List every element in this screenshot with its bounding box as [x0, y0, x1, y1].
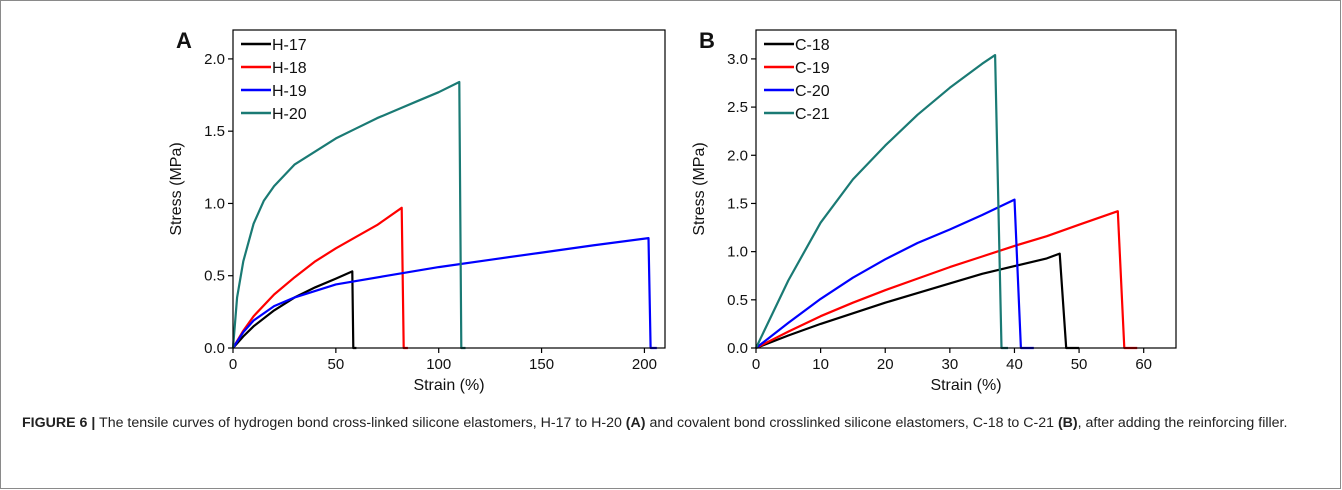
- panel-b: 0 10 20 30 40 50 60 0.0 0.5 1.0 1.5 2.0 2.5 3.0 Strain…: [691, 28, 1177, 394]
- x-tick-label: 0: [229, 356, 237, 373]
- y-tick-label: 0.5: [727, 292, 748, 309]
- y-tick-label: 1.0: [204, 195, 225, 212]
- y-axis-label: Stress (MPa): [168, 142, 185, 235]
- figure-caption: FIGURE 6 | The tensile curves of hydroge…: [22, 412, 1317, 435]
- x-axis-label: Strain (%): [930, 377, 1001, 394]
- series-line-h-17: [232, 270, 357, 350]
- x-tick-label: 50: [328, 356, 345, 373]
- y-tick-label: 0.0: [727, 340, 748, 357]
- legend-label-c-18: C-18: [795, 37, 830, 54]
- caption-text-2: and covalent bond crosslinked silicone e…: [645, 415, 1058, 431]
- legend-label-h-19: H-19: [272, 83, 307, 100]
- x-axis-label: Strain (%): [413, 377, 484, 394]
- y-tick-label: 2.0: [204, 51, 225, 68]
- series-line-h-20: [231, 80, 466, 350]
- y-tick-label: 1.5: [727, 195, 748, 212]
- x-tick-label: 10: [812, 356, 829, 373]
- y-tick-label: 3.0: [727, 51, 748, 68]
- series-line-h-19: [232, 237, 657, 350]
- series-line-c-21: [755, 53, 1008, 350]
- plot-frame: [755, 29, 1177, 349]
- y-tick-label: 0.0: [204, 340, 225, 357]
- x-tick-label: 50: [1071, 356, 1088, 373]
- caption-text-1: The tensile curves of hydrogen bond cros…: [95, 415, 626, 431]
- caption-ref-b: (B): [1057, 415, 1078, 431]
- y-tick-label: 2.5: [727, 99, 748, 116]
- y-tick-label: 1.0: [727, 244, 748, 261]
- legend-label-c-19: C-19: [795, 60, 830, 77]
- legend-label-c-21: C-21: [795, 106, 830, 123]
- legend-label-c-20: C-20: [795, 83, 830, 100]
- caption-ref-a: (A): [625, 415, 646, 431]
- series-line-h-18: [232, 206, 408, 350]
- panel-label-a: A: [176, 28, 192, 53]
- series-line-c-19: [755, 210, 1138, 350]
- x-tick-label: 150: [529, 356, 554, 373]
- legend-label-h-18: H-18: [272, 60, 307, 77]
- x-tick-label: 0: [752, 356, 760, 373]
- caption-lead: FIGURE 6 |: [22, 415, 96, 431]
- x-tick-label: 20: [877, 356, 894, 373]
- x-tick-label: 100: [426, 356, 451, 373]
- plot-frame: [232, 29, 666, 349]
- panel-a: 0 50 100 150 200 0.0 0.5 1.0 1.5 2.0 Strain (%) Str…: [168, 28, 666, 394]
- x-tick-label: 30: [942, 356, 959, 373]
- legend-label-h-17: H-17: [272, 37, 307, 54]
- series-line-c-18: [755, 252, 1080, 350]
- y-axis-label: Stress (MPa): [691, 142, 708, 235]
- y-tick-label: 2.0: [727, 147, 748, 164]
- legend-label-h-20: H-20: [272, 106, 307, 123]
- panel-label-b: B: [699, 28, 715, 53]
- y-tick-label: 1.5: [204, 123, 225, 140]
- caption-text-3: , after adding the reinforcing filler.: [1077, 415, 1288, 431]
- x-tick-label: 200: [632, 356, 657, 373]
- x-tick-label: 60: [1135, 356, 1152, 373]
- x-tick-label: 40: [1006, 356, 1023, 373]
- series-line-c-20: [755, 198, 1034, 350]
- y-tick-label: 0.5: [204, 268, 225, 285]
